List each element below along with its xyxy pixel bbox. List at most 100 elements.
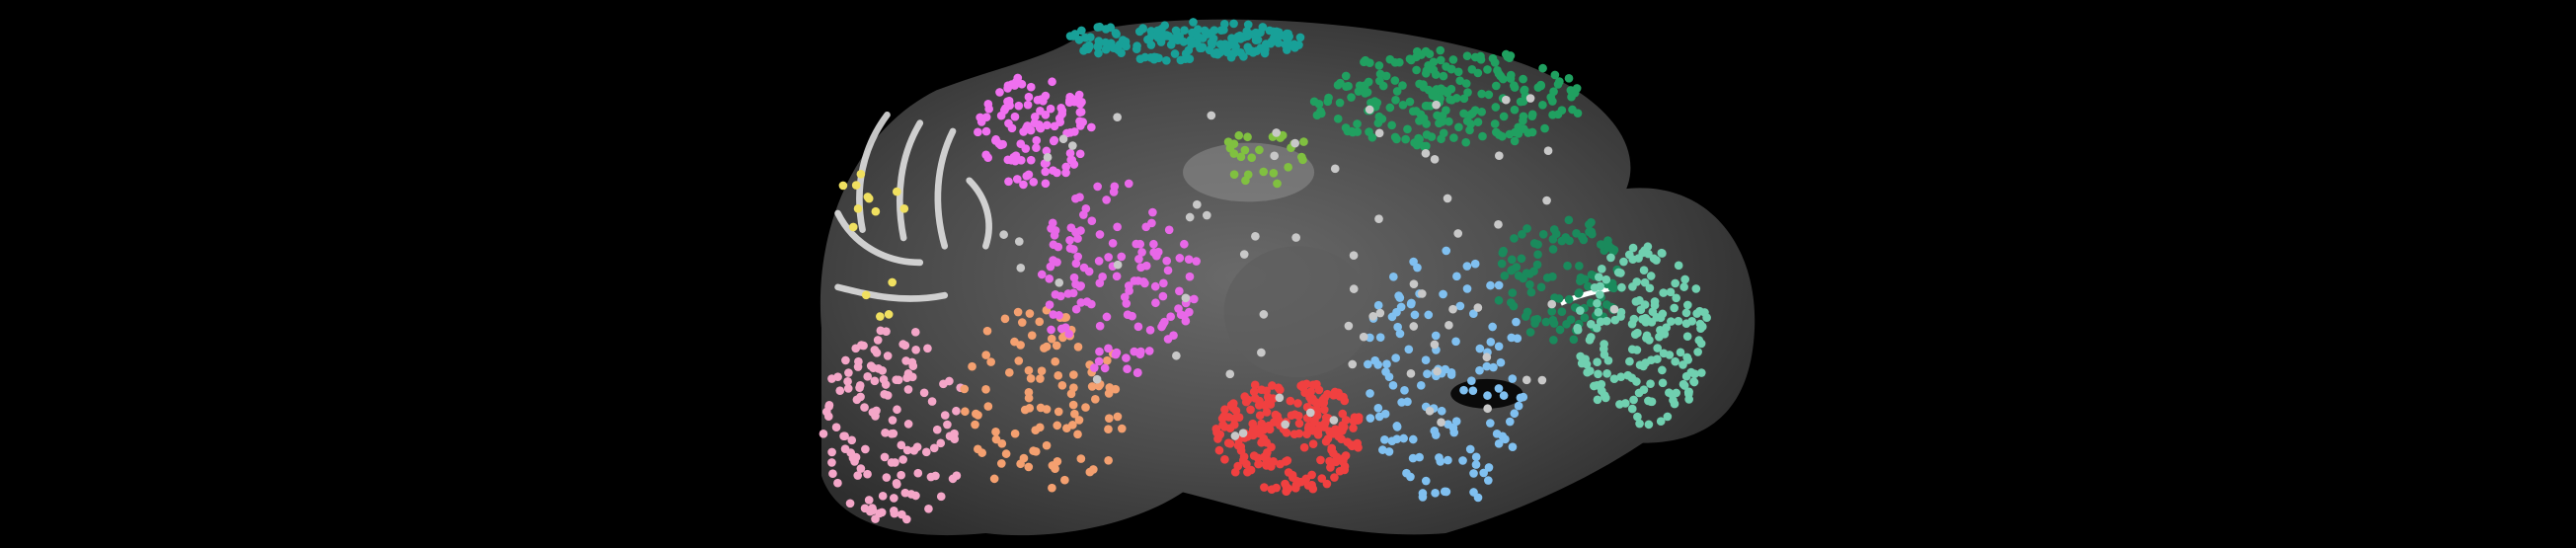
cell-dot [1042, 342, 1052, 352]
cell-dot [1433, 111, 1442, 120]
cell-dot [1175, 286, 1184, 296]
cell-dot [1243, 132, 1252, 142]
cell-dot [888, 416, 898, 425]
cell-dot [1065, 148, 1075, 158]
cell-dot [1479, 468, 1488, 478]
cell-dot [1043, 120, 1052, 130]
cell-dot [1329, 416, 1339, 425]
cell-dot [1064, 329, 1074, 339]
cell-dot [1397, 398, 1406, 407]
cell-dot [1238, 429, 1248, 438]
cell-dot [1597, 386, 1606, 396]
cell-dot [1392, 423, 1402, 431]
cell-dot [882, 473, 892, 482]
cell-dot [1149, 239, 1158, 249]
cell-dot [1310, 416, 1319, 426]
cell-dot [1644, 420, 1654, 430]
cell-dot [1691, 284, 1701, 293]
cell-dot [1405, 54, 1415, 63]
cell-dot [1025, 309, 1035, 318]
cell-dot [911, 491, 920, 501]
cell-dot [1569, 335, 1579, 345]
cell-dot [1267, 485, 1277, 494]
cell-dot [1527, 127, 1537, 137]
cell-dot [1075, 149, 1085, 159]
cell-dot [1593, 395, 1602, 405]
cell-dot [1573, 109, 1583, 117]
cell-dot [1125, 286, 1133, 295]
cell-dot [1409, 322, 1419, 331]
cell-dot [1000, 104, 1010, 114]
cell-dot [1486, 419, 1495, 428]
cell-dot [1506, 70, 1516, 80]
cell-dot [1516, 393, 1525, 403]
cell-dot [1128, 311, 1136, 321]
cell-dot [1467, 376, 1476, 385]
cell-dot [1702, 313, 1711, 323]
cell-dot [1331, 457, 1341, 467]
cell-dot [1001, 449, 1011, 458]
cell-dot [1257, 385, 1267, 394]
cell-dot [1291, 233, 1300, 242]
cell-dot [1174, 304, 1183, 313]
cell-dot [1501, 95, 1511, 105]
cell-dot [1640, 277, 1650, 287]
cell-dot [1104, 253, 1113, 262]
cell-dot [1305, 408, 1315, 418]
cell-dot [1229, 19, 1238, 29]
cell-dot [1624, 250, 1634, 260]
cell-dot [1042, 405, 1052, 414]
cell-dot [1323, 97, 1333, 107]
cell-dot [940, 411, 950, 420]
cell-dot [1385, 103, 1395, 113]
cell-dot [1522, 375, 1531, 385]
cell-dot [1508, 442, 1518, 451]
cell-dot [1541, 317, 1551, 327]
cell-dot [1575, 262, 1584, 271]
cell-dot [1659, 288, 1669, 297]
cell-dot [1057, 381, 1067, 390]
cell-dot [1330, 473, 1339, 482]
cell-dot [880, 452, 890, 462]
cell-dot [1394, 291, 1403, 300]
cell-dot [1398, 81, 1407, 90]
cell-dot [910, 328, 920, 337]
cell-dot [932, 425, 942, 434]
cell-dot [1392, 87, 1402, 96]
cell-dot [1540, 123, 1549, 133]
cell-dot [868, 408, 878, 417]
cell-dot [1663, 412, 1673, 422]
cell-dot [1609, 304, 1619, 314]
cell-dot [1259, 310, 1269, 319]
cell-dot [894, 375, 903, 385]
cell-dot [1093, 23, 1103, 32]
cell-dot [1696, 324, 1705, 333]
cell-dot [1430, 340, 1440, 350]
cell-dot [1047, 325, 1055, 335]
cell-dot [1035, 122, 1045, 132]
folium [834, 283, 949, 302]
cell-dot [1635, 419, 1644, 429]
cell-dot [1465, 444, 1475, 454]
cell-dot [1341, 71, 1351, 81]
cell-dot [1101, 44, 1111, 54]
cell-dot [1517, 254, 1526, 264]
cell-dot [976, 117, 986, 126]
cell-dot [1172, 351, 1181, 360]
cell-dot [1016, 264, 1026, 273]
cell-dot [1333, 114, 1343, 123]
cell-dot [909, 445, 919, 455]
cell-dot [1633, 328, 1642, 338]
cell-dot [1471, 452, 1481, 462]
cell-dot [1024, 365, 1034, 375]
cell-dot [1564, 73, 1574, 83]
cell-dot [1085, 467, 1095, 477]
cell-dot [995, 88, 1004, 97]
cell-dot [1366, 389, 1374, 398]
cell-dot [1065, 235, 1074, 245]
cell-dot [1538, 101, 1547, 110]
cell-dot [1276, 385, 1285, 395]
cell-dot [1075, 100, 1085, 109]
cell-dot [1490, 119, 1500, 128]
cell-dot [873, 336, 883, 345]
